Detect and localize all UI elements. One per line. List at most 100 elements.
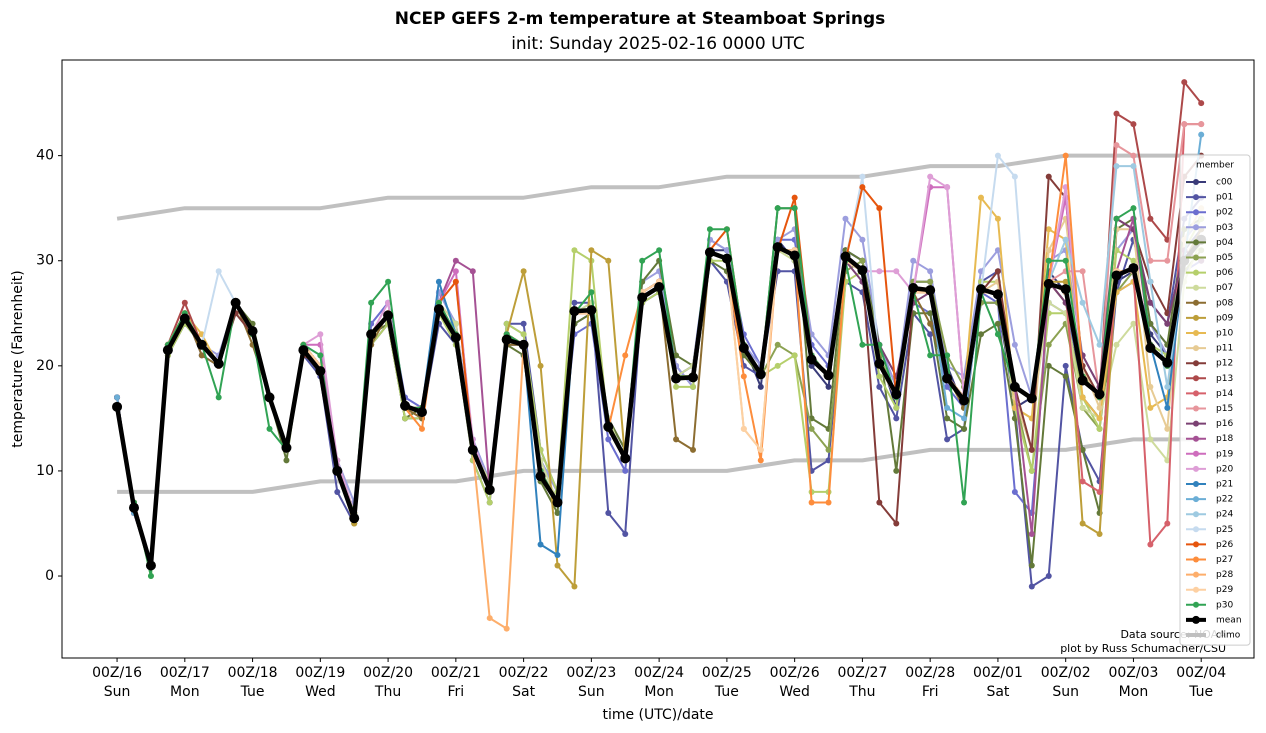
legend-marker xyxy=(1193,450,1199,457)
data-point xyxy=(977,194,984,201)
x-tick-label: 00Z/20 xyxy=(363,665,413,681)
legend-label: p05 xyxy=(1216,253,1233,263)
data-point xyxy=(857,265,868,276)
data-point xyxy=(1111,270,1122,281)
data-point xyxy=(1130,152,1137,159)
data-point xyxy=(283,457,290,464)
data-point xyxy=(622,467,629,474)
legend-marker xyxy=(1193,194,1199,201)
data-point xyxy=(315,366,326,377)
legend-marker xyxy=(1193,405,1199,412)
data-point xyxy=(1096,415,1103,422)
data-point xyxy=(1128,263,1139,274)
data-point xyxy=(1060,284,1071,295)
data-point xyxy=(1062,362,1069,369)
data-point xyxy=(1079,268,1086,275)
data-point xyxy=(1079,520,1086,527)
data-point xyxy=(825,446,832,453)
x-tick-label: 00Z/03 xyxy=(1108,665,1158,681)
data-point xyxy=(944,436,951,443)
data-point xyxy=(927,352,934,359)
legend-label: p18 xyxy=(1216,434,1233,444)
data-point xyxy=(893,404,900,411)
legend-marker xyxy=(1193,496,1199,503)
data-point xyxy=(1079,299,1086,306)
data-point xyxy=(1045,247,1052,254)
data-point xyxy=(1130,163,1137,170)
x-tick-label: 00Z/22 xyxy=(499,665,549,681)
data-point xyxy=(1045,226,1052,233)
data-point xyxy=(452,278,459,285)
data-point xyxy=(927,173,934,180)
data-point xyxy=(452,257,459,264)
data-point xyxy=(1147,299,1154,306)
legend-marker xyxy=(1193,435,1199,442)
data-point xyxy=(1028,562,1035,569)
data-point xyxy=(944,415,951,422)
legend-label: p04 xyxy=(1216,238,1233,248)
data-point xyxy=(757,457,764,464)
data-point xyxy=(994,320,1001,327)
data-point xyxy=(554,562,561,569)
data-point xyxy=(1164,404,1171,411)
legend-marker xyxy=(1193,586,1199,593)
data-point xyxy=(452,320,459,327)
data-point xyxy=(876,205,883,212)
data-point xyxy=(1164,383,1171,390)
data-point xyxy=(181,299,188,306)
legend-label: p24 xyxy=(1216,510,1233,520)
x-tick-day: Wed xyxy=(305,684,336,700)
chart-subtitle: init: Sunday 2025-02-16 0000 UTC xyxy=(511,34,805,54)
data-point xyxy=(1045,362,1052,369)
data-point xyxy=(114,394,121,401)
data-point xyxy=(740,425,747,432)
data-point xyxy=(605,509,612,516)
data-point xyxy=(723,247,730,254)
data-point xyxy=(942,373,953,384)
data-point xyxy=(1079,478,1086,485)
data-point xyxy=(1181,121,1188,128)
data-point xyxy=(992,289,1003,300)
legend-marker xyxy=(1193,254,1199,261)
data-point xyxy=(1164,257,1171,264)
legend-marker xyxy=(1193,299,1199,306)
x-tick-day: Sun xyxy=(578,684,605,700)
x-tick-day: Tue xyxy=(1188,684,1213,700)
data-point xyxy=(654,282,665,293)
data-point xyxy=(944,352,951,359)
data-point xyxy=(975,284,986,295)
data-point xyxy=(1009,381,1020,392)
x-tick-label: 00Z/04 xyxy=(1176,665,1226,681)
x-tick-label: 00Z/02 xyxy=(1041,665,1091,681)
data-point xyxy=(808,499,815,506)
data-point xyxy=(893,415,900,422)
data-point xyxy=(1062,257,1069,264)
data-point xyxy=(791,205,798,212)
data-point xyxy=(840,251,851,262)
data-point xyxy=(893,520,900,527)
data-point xyxy=(334,488,341,495)
data-point xyxy=(774,362,781,369)
data-point xyxy=(520,268,527,275)
data-point xyxy=(605,436,612,443)
legend-label: c00 xyxy=(1216,178,1233,188)
data-point xyxy=(1045,573,1052,580)
legend-label: p21 xyxy=(1216,480,1233,490)
y-tick-label: 20 xyxy=(36,358,54,374)
data-point xyxy=(349,513,360,524)
x-tick-day: Sat xyxy=(986,684,1009,700)
data-point xyxy=(1130,205,1137,212)
data-point xyxy=(198,352,205,359)
data-point xyxy=(977,331,984,338)
data-point xyxy=(452,268,459,275)
data-point xyxy=(1113,142,1120,149)
data-point xyxy=(1079,404,1086,411)
y-tick-label: 10 xyxy=(36,463,54,479)
legend-label: p10 xyxy=(1216,329,1233,339)
data-point xyxy=(385,278,392,285)
data-point xyxy=(961,425,968,432)
data-point xyxy=(1147,257,1154,264)
data-point xyxy=(1181,79,1188,86)
data-point xyxy=(520,320,527,327)
